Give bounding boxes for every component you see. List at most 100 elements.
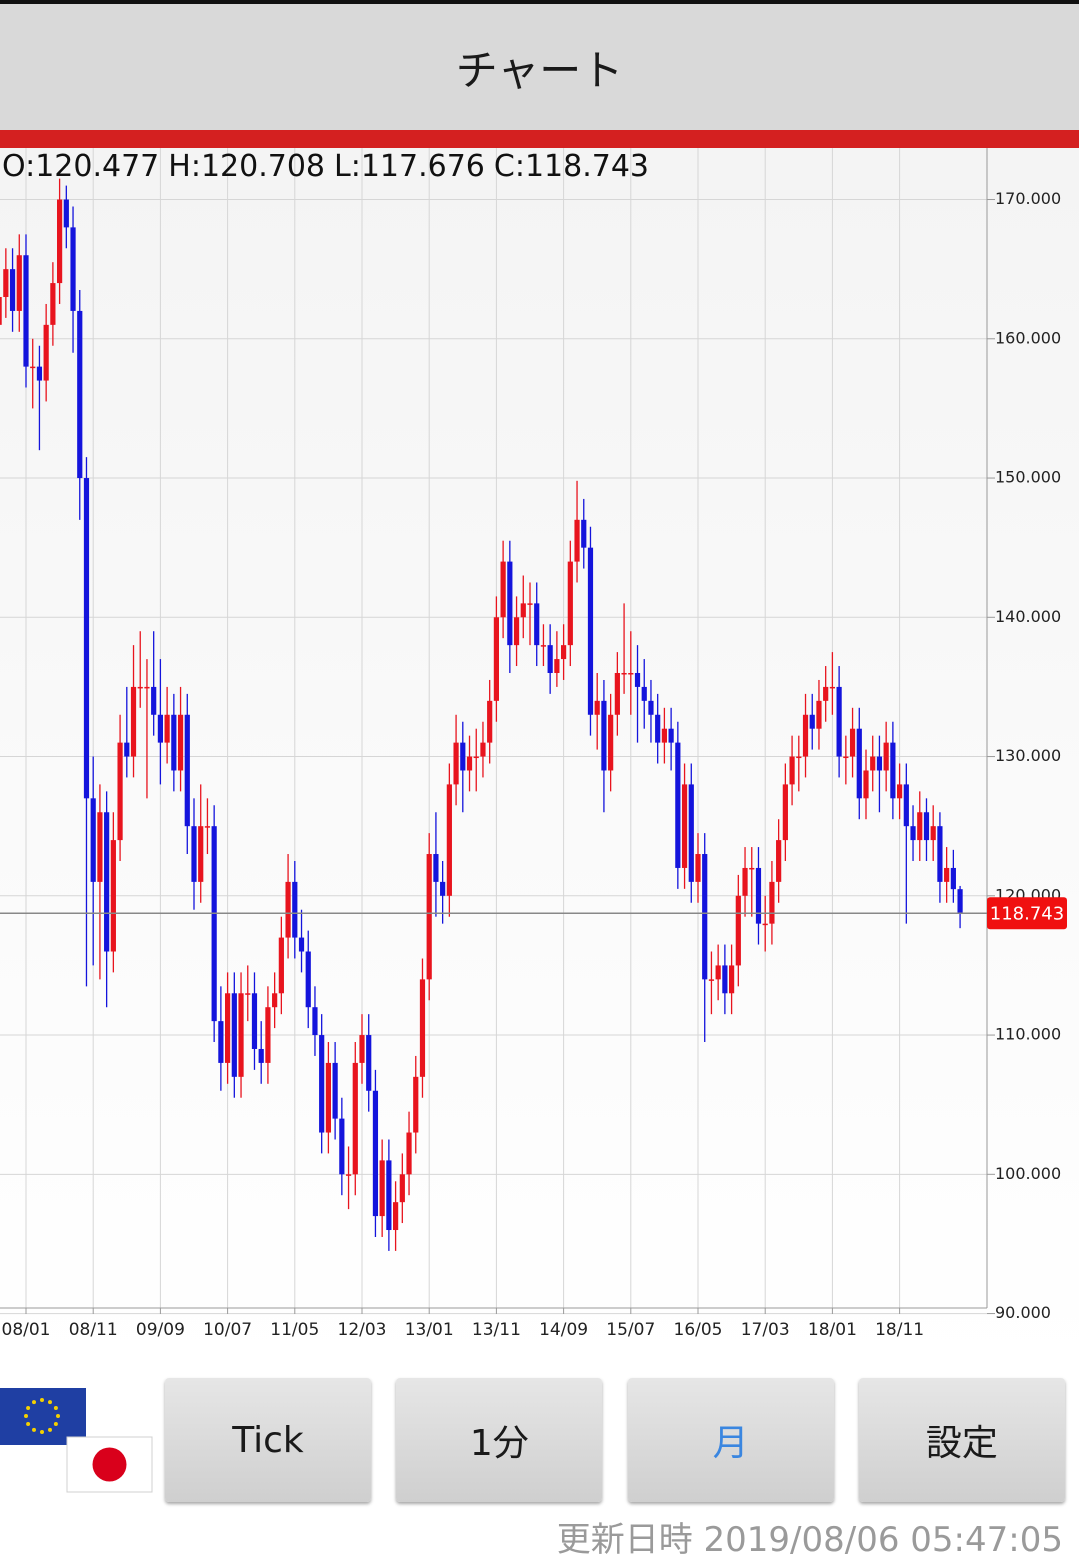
currency-flags [0,1388,153,1493]
candle-body [480,742,486,757]
candle-body [493,617,499,701]
header-title: チャート [0,4,1079,130]
candle-body [446,784,452,896]
x-tick-label: 08/01 [2,1320,51,1340]
candle-body [325,1062,331,1133]
y-tick-label: 100.000 [995,1164,1061,1183]
candle-body [211,826,217,1022]
x-tick-label: 09/09 [136,1320,185,1340]
candle-body [258,1048,264,1063]
candle-body [63,199,69,228]
candle-body [769,881,775,924]
candle-body [755,867,762,924]
candle-body [177,714,184,771]
candle-body [137,686,143,689]
candle-body [453,742,459,785]
candle-body [70,227,76,311]
ohlc-info: O:120.477 H:120.708 L:117.676 C:118.743 [2,149,649,184]
candle-body [3,269,9,298]
candle-body [937,826,943,882]
candle-body [433,854,439,882]
candle-body [104,812,110,952]
candle-body [366,1035,372,1091]
candle-body [473,756,479,759]
candle-body [157,714,163,743]
candle-body [695,854,701,882]
candle-body [386,1160,392,1231]
candle-body [688,784,694,882]
candle-body [77,310,83,479]
y-tick-label: 150.000 [995,468,1061,487]
candle-body [581,519,587,548]
candle-body [184,714,190,827]
period-button[interactable]: 設定 [858,1378,1065,1502]
candle-body [225,993,231,1063]
candle-body [426,854,432,980]
y-tick-label: 140.000 [995,607,1061,626]
candle-body [298,937,305,952]
candle-body [883,742,889,771]
x-tick-label: 15/07 [606,1320,655,1340]
candle-body [9,269,16,311]
candle-body [110,840,116,952]
japan-flag [66,1436,153,1493]
candle-body [540,645,547,647]
x-tick-label: 14/09 [539,1320,588,1340]
updated-time: 更新日時 2019/08/06 05:47:05 [557,1512,1063,1561]
eu-flag [0,1388,86,1445]
candle-body [487,700,493,743]
candle-body [890,742,896,799]
candle-body [90,798,96,882]
candle-body [413,1076,419,1133]
candle-body [950,867,956,890]
period-button[interactable]: 1分 [396,1378,603,1502]
candle-body [312,1007,318,1036]
candle-body [332,1062,338,1119]
candle-body [675,742,681,868]
updated-value: 2019/08/06 05:47:05 [703,1520,1063,1560]
x-tick-label: 13/01 [405,1320,454,1340]
candle-body [816,700,822,729]
candle-body [144,686,150,689]
candle-body [30,366,36,369]
candle-body [97,812,103,882]
candle-body [601,700,607,771]
candle-body [399,1174,405,1203]
candle-body [534,603,540,646]
candle-body [43,324,49,381]
candle-body [742,867,748,896]
candle-body [789,756,795,785]
candle-body [547,645,553,673]
grid [0,148,987,1315]
ohlc-value: 120.708 [201,149,325,184]
period-button[interactable]: 月 [627,1378,834,1502]
candle-body [319,1035,325,1133]
candle-body [870,756,876,771]
candle-body [944,867,950,882]
candle-body [823,686,829,701]
y-tick-label: 90.000 [995,1303,1051,1322]
candle-body [151,686,157,715]
candle-body [372,1090,379,1217]
candle-body [198,826,204,882]
period-button[interactable]: Tick [165,1378,371,1502]
candle-body [796,756,802,759]
candle-body [238,993,244,1077]
x-tick-label: 18/11 [875,1320,924,1340]
candle-body [554,659,560,673]
candle-body [917,812,923,841]
candle-body [641,686,647,701]
candle-body [285,881,291,938]
candle-body [251,993,258,1049]
candle-body [849,728,856,757]
axes: 90.000100.000110.000120.000130.000140.00… [0,148,1067,1340]
candle-body [117,742,123,841]
x-tick-label: 18/01 [808,1320,857,1340]
candle-body [843,756,849,759]
candle-body [124,742,130,757]
candle-body [614,672,620,715]
candle-body [681,784,688,868]
candle-body [702,854,708,980]
candle-body [661,728,667,743]
